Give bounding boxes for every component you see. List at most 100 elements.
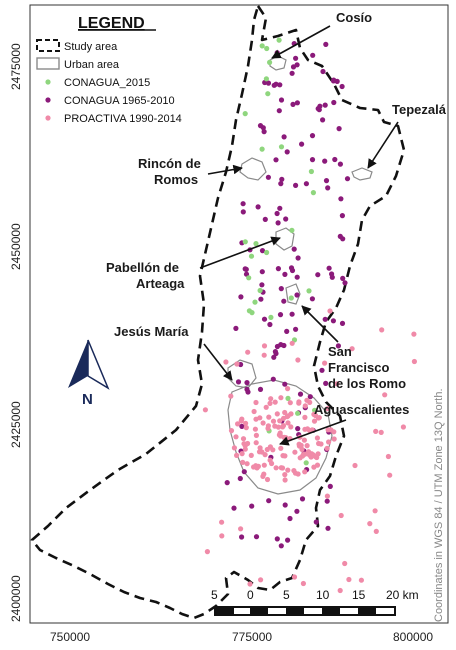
point-conagua-1965-2010: [277, 312, 284, 318]
point-proactiva: [202, 407, 208, 413]
point-conagua-1965-2010: [261, 316, 268, 322]
point-conagua-1965-2010: [275, 220, 281, 226]
point-conagua-2015: [242, 111, 248, 117]
point-proactiva: [318, 441, 324, 447]
point-proactiva: [325, 406, 331, 412]
point-proactiva: [378, 429, 384, 435]
point-proactiva: [278, 433, 284, 439]
point-proactiva: [299, 446, 305, 452]
point-conagua-1965-2010: [325, 185, 331, 191]
point-conagua-1965-2010: [249, 503, 255, 509]
point-conagua-1965-2010: [323, 380, 329, 386]
point-proactiva: [411, 358, 417, 365]
point-conagua-1965-2010: [295, 426, 301, 432]
point-proactiva: [337, 587, 343, 594]
point-conagua-1965-2010: [293, 182, 299, 188]
point-conagua-1965-2010: [299, 141, 305, 147]
point-conagua-1965-2010: [289, 311, 295, 317]
point-proactiva: [278, 395, 284, 401]
point-conagua-1965-2010: [281, 342, 287, 349]
point-proactiva: [291, 468, 297, 474]
study-area-boundary: [30, 4, 406, 620]
point-conagua-1965-2010: [339, 320, 346, 326]
point-conagua-2015: [310, 190, 316, 196]
point-proactiva: [367, 521, 373, 527]
label-pabellon-line1: Pabellón de: [106, 260, 179, 275]
point-conagua-1965-2010: [267, 321, 273, 328]
point-proactiva: [252, 426, 258, 432]
point-conagua-1965-2010: [259, 248, 266, 254]
point-conagua-1965-2010: [281, 134, 287, 140]
point-conagua-1965-2010: [245, 389, 251, 395]
point-conagua-2015: [264, 249, 270, 256]
point-conagua-1965-2010: [266, 498, 272, 504]
point-conagua-1965-2010: [276, 108, 282, 114]
point-proactiva: [265, 423, 271, 429]
point-proactiva: [228, 393, 234, 399]
point-proactiva: [304, 426, 311, 432]
point-proactiva: [324, 445, 330, 451]
point-conagua-1965-2010: [307, 394, 313, 400]
point-conagua-1965-2010: [235, 379, 242, 385]
point-conagua-2015: [264, 45, 270, 52]
point-conagua-1965-2010: [338, 196, 344, 202]
point-conagua-1965-2010: [294, 100, 300, 106]
scale-bar: 5 0 5 10 15 20 km: [211, 588, 419, 616]
point-proactiva: [304, 443, 310, 449]
label-sf-line2: Francisco: [328, 360, 389, 375]
point-conagua-1965-2010: [271, 82, 277, 88]
point-proactiva: [334, 381, 340, 387]
north-arrow-left: [68, 340, 88, 388]
point-proactiva: [358, 577, 364, 583]
point-conagua-1965-2010: [284, 149, 290, 155]
legend-symbol-study-area: [36, 39, 60, 52]
point-conagua-1965-2010: [257, 123, 264, 129]
point-conagua-1965-2010: [322, 158, 328, 164]
legend: LEGEND Study area Urban area CONAGUA_201…: [36, 15, 182, 125]
label-tepezala: Tepezalá: [392, 102, 447, 117]
point-conagua-1965-2010: [279, 176, 285, 182]
point-proactiva: [263, 404, 269, 410]
point-proactiva: [349, 346, 355, 352]
point-proactiva: [285, 467, 291, 473]
point-proactiva: [273, 465, 279, 471]
point-conagua-2015: [276, 37, 282, 43]
point-conagua-1965-2010: [244, 380, 250, 386]
scale-label-5: 5: [283, 588, 290, 602]
point-proactiva: [242, 446, 248, 452]
point-conagua-1965-2010: [337, 233, 343, 239]
point-conagua-1965-2010: [323, 41, 329, 48]
legend-label-proactiva: PROACTIVA 1990-2014: [64, 113, 182, 125]
legend-title: LEGEND: [78, 15, 145, 32]
point-proactiva: [267, 400, 273, 406]
point-conagua-1965-2010: [277, 205, 283, 211]
point-conagua-1965-2010: [322, 102, 328, 108]
label-rincon-line1: Rincón de: [138, 156, 201, 171]
point-conagua-1965-2010: [344, 176, 351, 182]
point-conagua-1965-2010: [293, 55, 299, 61]
legend-label-conagua-2015: CONAGUA_2015: [64, 77, 150, 89]
point-conagua-1965-2010: [272, 349, 278, 355]
point-conagua-1965-2010: [310, 52, 316, 58]
point-conagua-1965-2010: [319, 367, 325, 373]
point-conagua-1965-2010: [299, 496, 306, 502]
point-conagua-2015: [295, 410, 301, 416]
point-conagua-2015: [259, 43, 265, 49]
point-conagua-1965-2010: [273, 157, 279, 163]
place-labels: Cosío Tepezalá Rincón de Romos Pabellón …: [106, 10, 447, 446]
point-conagua-1965-2010: [320, 68, 326, 75]
label-sf-line3: de los Romo: [328, 376, 406, 391]
point-proactiva: [382, 392, 388, 398]
point-proactiva: [295, 357, 301, 363]
scale-label-10: 10: [316, 588, 330, 602]
point-conagua-1965-2010: [278, 181, 284, 187]
scale-label-20km: 20 km: [386, 588, 419, 602]
point-conagua-1965-2010: [309, 133, 316, 139]
point-proactiva: [270, 418, 277, 424]
point-conagua-2015: [253, 241, 259, 247]
point-conagua-1965-2010: [231, 505, 237, 511]
north-label: N: [82, 391, 93, 408]
point-conagua-1965-2010: [309, 296, 315, 302]
point-conagua-1965-2010: [324, 498, 330, 504]
